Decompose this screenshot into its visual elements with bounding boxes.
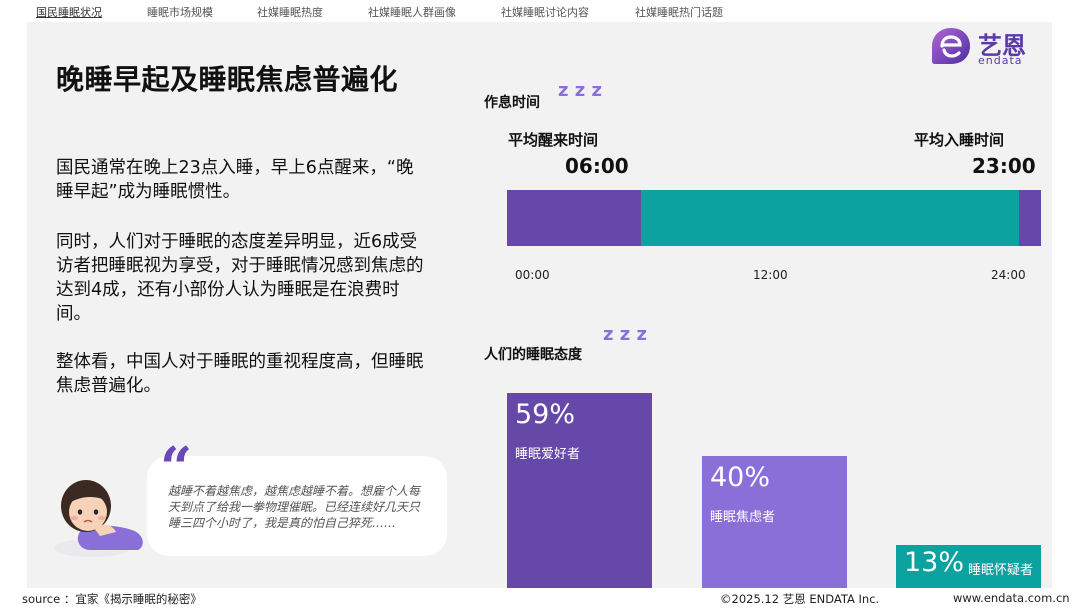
bar-value-label: 40% — [710, 461, 771, 493]
schedule-heading: 作息时间 — [484, 95, 540, 111]
attitude-heading: 人们的睡眠态度 — [484, 347, 582, 363]
tick-label-end: 24:00 — [991, 268, 1026, 282]
summary-paragraph-1: 国民通常在晚上23点入睡，早上6点醒来，“晚睡早起”成为睡眠惯性。 — [56, 158, 414, 202]
quote-mark-icon: “ — [160, 435, 193, 501]
zzz-icon: z z z — [558, 80, 602, 101]
wake-time: 06:00 — [565, 154, 629, 178]
page-title: 晚睡早起及睡眠焦虑普遍化 — [56, 63, 399, 96]
tab-sleep-market[interactable]: 睡眠市场规模 — [147, 6, 213, 19]
logo-en-text: endata — [978, 54, 1023, 67]
bar-sleep-skeptic: 13% 睡眠怀疑者 — [896, 545, 1041, 588]
wake-label: 平均醒来时间 — [508, 131, 599, 149]
quote-card — [147, 456, 447, 556]
bar-category-label: 睡眠爱好者 — [515, 447, 581, 462]
timeline-segment-awake — [640, 190, 1019, 246]
footer-copyright: ©2025.12 艺恩 ENDATA Inc. — [720, 592, 880, 606]
top-nav: 国民睡眠状况 睡眠市场规模 社媒睡眠热度 社媒睡眠人群画像 社媒睡眠讨论内容 社… — [0, 0, 1080, 22]
tick-label-start: 00:00 — [515, 268, 550, 282]
bar-sleep-lover: 59% 睡眠爱好者 — [507, 393, 652, 588]
endata-logo: 艺恩 endata — [930, 26, 1045, 68]
bar-category-label: 睡眠怀疑者 — [968, 563, 1034, 579]
sleep-label: 平均入睡时间 — [914, 131, 1005, 149]
bar-value-label: 59% — [515, 399, 576, 430]
quote-text: 越睡不着越焦虑，越焦虑越睡不着。想雇个人每天到点了给我一拳物理催眠。已经连续好几… — [168, 484, 421, 530]
tick-label-mid: 12:00 — [753, 268, 788, 282]
tab-social-topics[interactable]: 社媒睡眠热门话题 — [635, 6, 723, 19]
timeline-segment-sleep — [1018, 190, 1041, 246]
endata-logo-icon — [932, 28, 970, 64]
summary-paragraph-3: 整体看，中国人对于睡眠的重视程度高，但睡眠焦虑普遍化。 — [56, 352, 424, 396]
sleepy-person-illustration — [54, 480, 143, 557]
tab-social-audience[interactable]: 社媒睡眠人群画像 — [368, 6, 456, 19]
bar-category-label: 睡眠焦虑者 — [710, 509, 776, 525]
summary-paragraph-2: 同时，人们对于睡眠的态度差异明显，近6成受访者把睡眠视为享受，对于睡眠情况感到焦… — [56, 232, 424, 324]
tab-social-discussion[interactable]: 社媒睡眠讨论内容 — [501, 6, 589, 19]
footer-website[interactable]: www.endata.com.cn — [953, 591, 1070, 605]
tab-social-heat[interactable]: 社媒睡眠热度 — [257, 6, 323, 19]
footer-source: source ：宜家《揭示睡眠的秘密》 — [22, 592, 202, 606]
sleep-time: 23:00 — [972, 154, 1036, 178]
timeline-segment-sleep — [507, 190, 641, 246]
bar-sleep-anxious: 40% 睡眠焦虑者 — [702, 455, 847, 588]
tab-sleep-status[interactable]: 国民睡眠状况 — [36, 6, 102, 19]
sleep-timeline-chart — [507, 190, 1041, 246]
zzz-icon: z z z — [603, 324, 647, 345]
bar-value-label: 13% — [904, 547, 965, 579]
logo-cn-text: 艺恩 — [978, 32, 1026, 60]
